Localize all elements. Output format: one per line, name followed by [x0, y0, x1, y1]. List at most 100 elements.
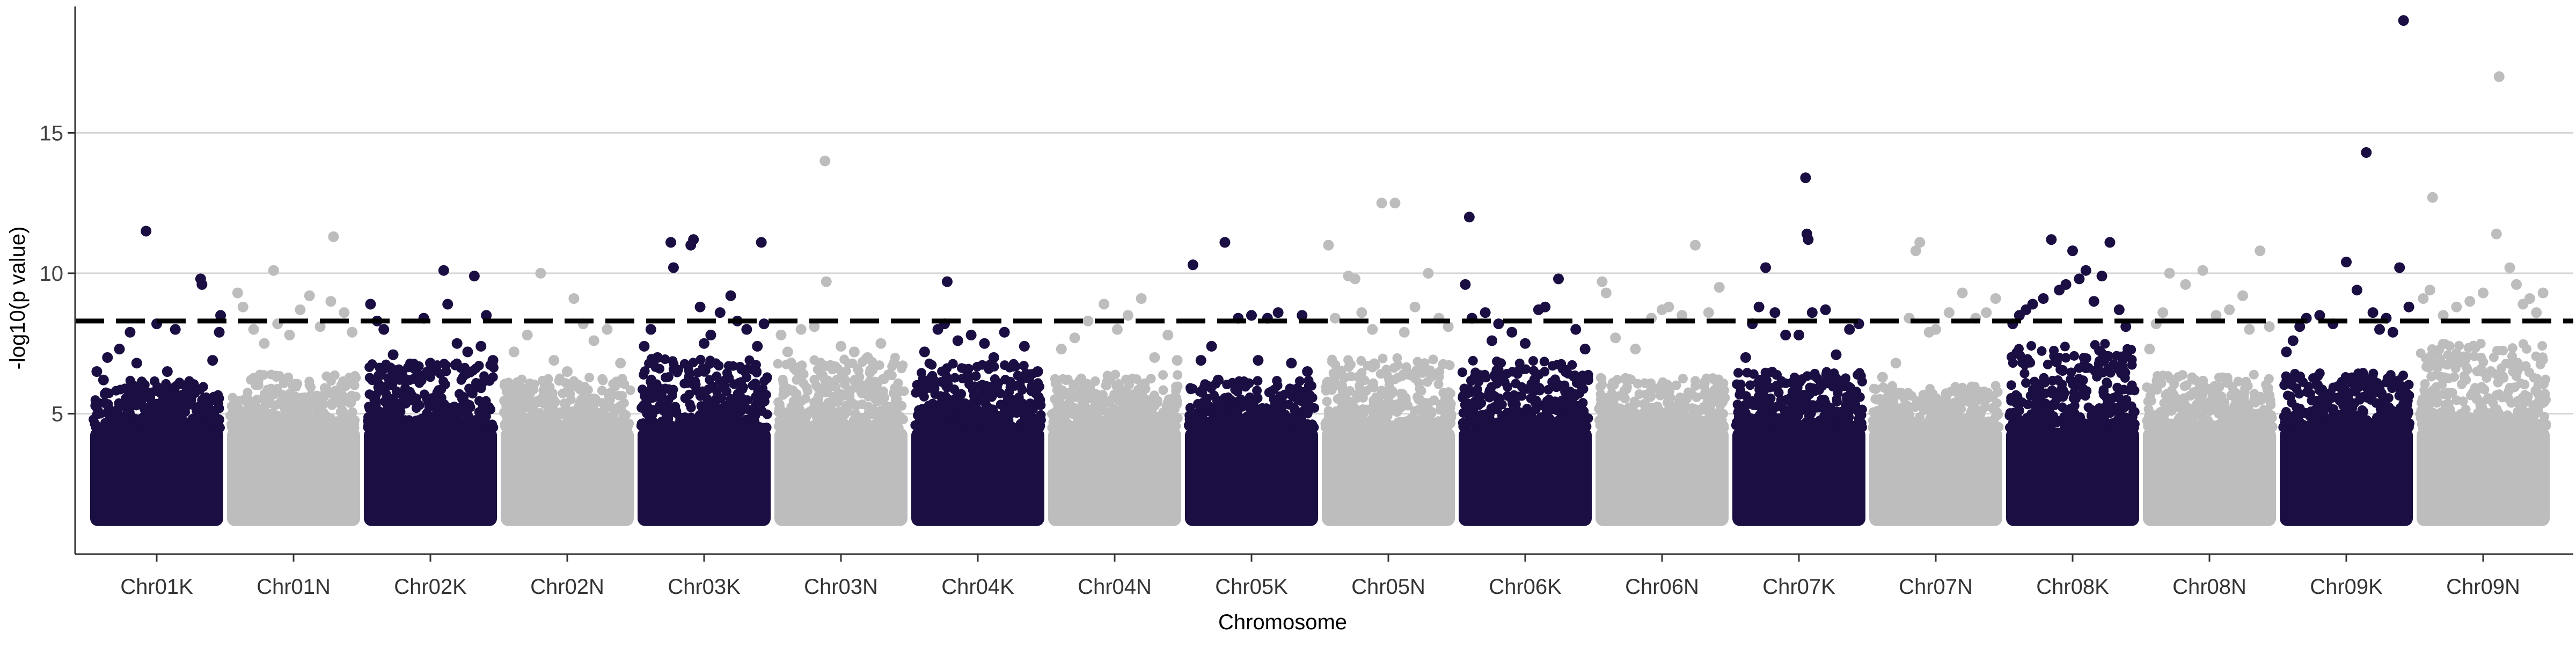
data-point: [1740, 415, 1750, 424]
data-point: [744, 405, 753, 415]
data-point: [1957, 418, 1966, 428]
data-point: [1553, 419, 1563, 429]
data-point: [986, 382, 996, 391]
significant-point: [365, 299, 376, 309]
data-point: [133, 415, 143, 425]
significant-point: [442, 299, 453, 309]
data-point: [1850, 421, 1860, 431]
data-point: [533, 397, 543, 407]
data-point: [984, 423, 993, 432]
data-point: [1511, 404, 1520, 414]
significant-point: [759, 318, 770, 329]
data-point: [1184, 420, 1194, 430]
data-point: [462, 399, 471, 409]
point-bulk: [1459, 428, 1592, 526]
data-point: [1000, 403, 1010, 412]
data-point: [1578, 384, 1588, 394]
data-point: [415, 400, 425, 410]
data-point: [390, 423, 399, 432]
data-point: [437, 384, 447, 394]
data-point: [1702, 374, 1711, 383]
data-point: [472, 423, 482, 432]
significant-point: [1367, 324, 1378, 335]
data-point: [664, 395, 674, 405]
data-point: [1298, 387, 1308, 397]
data-point: [1082, 379, 1092, 388]
point-bulk: [1322, 428, 1455, 526]
significant-point: [849, 346, 860, 357]
data-point: [408, 364, 418, 373]
data-point: [656, 419, 666, 429]
data-point: [1886, 402, 1896, 411]
significant-point: [1981, 307, 1992, 318]
data-point: [1035, 382, 1044, 391]
data-point: [265, 423, 275, 433]
significant-point: [1831, 350, 1841, 360]
data-point: [1171, 382, 1181, 391]
data-point: [504, 377, 514, 387]
data-point: [1013, 401, 1023, 411]
significant-point: [1273, 307, 1284, 318]
significant-point: [141, 226, 151, 236]
data-point: [125, 382, 135, 392]
data-point: [1533, 423, 1543, 432]
data-point: [927, 360, 936, 370]
significant-point: [1356, 307, 1367, 318]
data-point: [853, 364, 862, 374]
significant-point: [91, 366, 102, 377]
significant-point: [1714, 282, 1725, 293]
significant-point: [1540, 302, 1550, 312]
data-point: [305, 380, 314, 390]
data-point: [930, 384, 939, 394]
data-point: [502, 387, 511, 397]
data-point: [773, 359, 782, 369]
data-point: [1253, 376, 1262, 386]
significant-point: [665, 237, 676, 248]
data-point: [336, 407, 346, 417]
data-point: [1734, 405, 1744, 415]
data-point: [488, 423, 498, 432]
data-point: [616, 401, 626, 410]
significant-point: [821, 277, 832, 287]
significant-point: [425, 358, 436, 368]
data-point: [608, 390, 618, 399]
data-point: [648, 409, 657, 419]
data-point: [100, 398, 110, 408]
significant-point: [1610, 332, 1621, 343]
data-point: [396, 407, 405, 417]
data-point: [1955, 385, 1965, 395]
data-point: [1517, 382, 1527, 392]
data-point: [809, 375, 819, 384]
data-point: [1340, 423, 1349, 432]
significant-point: [715, 307, 726, 318]
data-point: [392, 398, 401, 408]
data-point: [778, 375, 788, 384]
significant-point: [1877, 372, 1888, 382]
data-point: [1418, 408, 1428, 418]
data-point: [527, 380, 537, 389]
significant-point: [1690, 240, 1701, 251]
significant-point: [1033, 366, 1043, 377]
significant-point: [1630, 344, 1641, 354]
significant-point: [1506, 327, 1517, 338]
data-point: [500, 422, 510, 432]
data-point: [1810, 369, 1820, 379]
data-point: [1028, 405, 1038, 415]
data-point: [1920, 421, 1930, 431]
significant-point: [238, 302, 248, 312]
data-point: [1560, 381, 1569, 390]
data-point: [702, 394, 712, 404]
data-point: [1622, 384, 1631, 394]
significant-point: [1760, 262, 1771, 273]
significant-point: [652, 352, 663, 363]
significant-point: [1580, 344, 1591, 354]
data-point: [1869, 384, 1879, 394]
significant-point: [1480, 307, 1491, 318]
data-point: [762, 372, 772, 382]
data-point: [1173, 370, 1182, 380]
significant-point: [726, 290, 736, 301]
data-point: [481, 396, 491, 406]
data-point: [1823, 379, 1833, 388]
data-point: [821, 380, 831, 390]
